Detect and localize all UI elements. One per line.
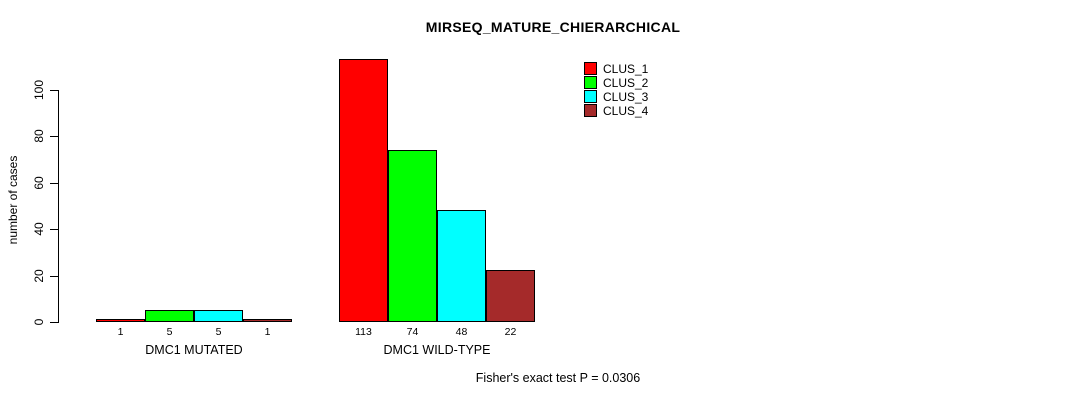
bar-value-label: 1 bbox=[264, 326, 271, 338]
y-axis-tick bbox=[50, 229, 58, 231]
legend-item-clus_3: CLUS_3 bbox=[584, 89, 649, 104]
y-axis-tick bbox=[50, 322, 58, 323]
bar-value-label: 5 bbox=[166, 326, 173, 338]
bar-value-label: 113 bbox=[355, 326, 372, 338]
bar-value-label: 5 bbox=[215, 326, 222, 338]
x-group-label: DMC1 WILD-TYPE bbox=[383, 343, 491, 357]
bar-value-label: 22 bbox=[504, 326, 517, 338]
y-axis-tick bbox=[50, 90, 58, 91]
bar-clus_3-group1 bbox=[194, 310, 243, 322]
bar-clus_2-group1 bbox=[145, 310, 194, 322]
legend-swatch-icon bbox=[584, 90, 597, 103]
y-axis-tick-label: 40 bbox=[32, 222, 46, 236]
bar-clus_1-group1 bbox=[96, 319, 145, 322]
y-axis-tick-label: 80 bbox=[32, 129, 46, 144]
legend-item-clus_1: CLUS_1 bbox=[584, 61, 649, 76]
bar-clus_2-group2 bbox=[388, 150, 437, 322]
y-axis-line bbox=[58, 90, 59, 323]
x-group-label: DMC1 MUTATED bbox=[145, 343, 243, 357]
y-axis-tick bbox=[50, 182, 58, 184]
bar-value-label: 48 bbox=[455, 326, 468, 338]
bar-clus_4-group1 bbox=[243, 319, 292, 322]
y-axis-tick-label: 20 bbox=[32, 268, 46, 283]
chart-title: MIRSEQ_MATURE_CHIERARCHICAL bbox=[425, 19, 681, 35]
y-axis-tick-label: 0 bbox=[32, 318, 46, 326]
bar-value-label: 1 bbox=[117, 326, 124, 338]
legend-item-clus_2: CLUS_2 bbox=[584, 75, 649, 90]
annotation-pvalue: Fisher's exact test P = 0.0306 bbox=[475, 371, 641, 385]
legend-swatch-icon bbox=[584, 104, 597, 117]
legend-swatch-icon bbox=[584, 76, 597, 89]
y-axis-tick-label: 100 bbox=[32, 79, 46, 101]
bar-clus_4-group2 bbox=[486, 270, 535, 322]
legend-swatch-icon bbox=[584, 62, 597, 75]
bar-clus_3-group2 bbox=[437, 210, 486, 322]
legend-label: CLUS_3 bbox=[603, 89, 649, 104]
legend-label: CLUS_4 bbox=[603, 103, 649, 118]
legend-label: CLUS_1 bbox=[603, 61, 649, 76]
y-axis-tick bbox=[50, 136, 58, 138]
bar-clus_1-group2 bbox=[339, 59, 388, 322]
bar-value-label: 74 bbox=[406, 326, 419, 338]
legend-label: CLUS_2 bbox=[603, 75, 649, 90]
legend-item-clus_4: CLUS_4 bbox=[584, 103, 649, 118]
y-axis-tick bbox=[50, 275, 58, 277]
legend: CLUS_1 CLUS_2 CLUS_3 CLUS_4 bbox=[584, 62, 648, 118]
y-axis-tick-label: 60 bbox=[32, 176, 46, 190]
